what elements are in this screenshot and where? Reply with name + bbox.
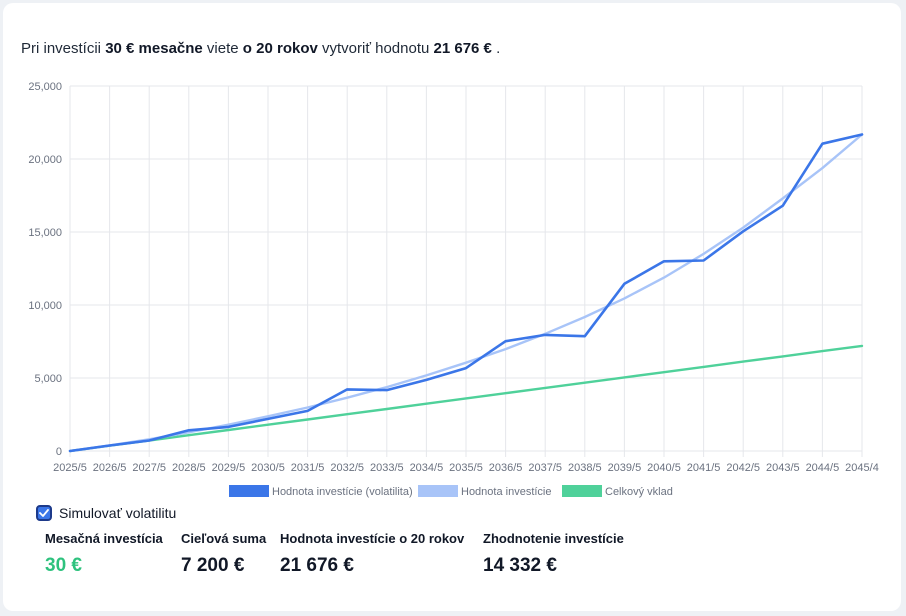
y-tick-label: 5,000 [34, 373, 62, 385]
x-tick-label: 2041/5 [687, 462, 721, 474]
x-tick-label: 2036/5 [489, 462, 523, 474]
legend-swatch [229, 485, 269, 497]
stat-label: Mesačná investícia [45, 531, 163, 546]
headline-monthly: 30 € mesačne [105, 40, 203, 57]
legend-item-1[interactable]: Hodnota investície [418, 485, 552, 498]
x-tick-label: 2026/5 [93, 462, 127, 474]
legend-label: Hodnota investície [461, 486, 552, 498]
x-tick-label: 2034/5 [410, 462, 444, 474]
simulate-volatility-label: Simulovať volatilitu [59, 505, 177, 521]
stat-value: 7 200 € [181, 555, 245, 576]
headline-period: o 20 rokov [242, 40, 318, 57]
stat-label: Cieľová suma [181, 531, 267, 546]
x-tick-label: 2044/5 [806, 462, 840, 474]
legend-label: Celkový vklad [605, 486, 673, 498]
series-line-2 [68, 344, 864, 453]
calculator-card [3, 3, 901, 611]
x-tick-label: 2032/5 [330, 462, 364, 474]
series-line-0 [68, 133, 864, 453]
legend-swatch [418, 485, 458, 497]
chart-axes: 0 5,000 10,000 15,000 20,000 25,000 2025/5 2026… [28, 81, 878, 474]
x-tick-label: 2038/5 [568, 462, 602, 474]
legend-swatch [562, 485, 602, 497]
x-tick-label: 2025/5 [53, 462, 87, 474]
stat-monthly-investment: Mesačná investícia 30 € [45, 531, 163, 577]
stat-label: Hodnota investície o 20 rokov [280, 531, 465, 546]
headline-prefix: Pri investícii [21, 40, 106, 57]
y-tick-label: 15,000 [28, 227, 62, 239]
y-tick-label: 0 [56, 446, 62, 458]
x-tick-label: 2039/5 [608, 462, 642, 474]
x-tick-label: 2033/5 [370, 462, 404, 474]
x-tick-label: 2037/5 [528, 462, 562, 474]
stat-value: 30 € [45, 555, 82, 576]
investment-chart: 0 5,000 10,000 15,000 20,000 25,000 2025/5 2026… [28, 81, 878, 498]
stat-value: 14 332 € [483, 555, 557, 576]
y-tick-label: 25,000 [28, 81, 62, 93]
legend-label: Hodnota investície (volatilita) [272, 486, 413, 498]
chart-legend[interactable]: Hodnota investície (volatilita) Hodnota i… [229, 485, 673, 498]
x-tick-label: 2035/5 [449, 462, 483, 474]
stat-target-sum: Cieľová suma 7 200 € [181, 531, 266, 577]
stat-appreciation: Zhodnotenie investície 14 332 € [483, 531, 624, 577]
chart-series [68, 133, 864, 453]
checkmark-icon [39, 509, 49, 517]
chart-grid [69, 85, 863, 457]
legend-item-2[interactable]: Celkový vklad [562, 485, 673, 498]
x-tick-label: 2040/5 [647, 462, 681, 474]
headline-mid1: viete [202, 40, 243, 57]
x-tick-label: 2042/5 [726, 462, 760, 474]
y-tick-label: 20,000 [28, 154, 62, 166]
simulate-volatility-toggle[interactable]: Simulovať volatilitu [36, 505, 176, 521]
headline: Pri investícii 30 € mesačne viete o 20 r… [21, 40, 500, 57]
headline-total: 21 676 € [433, 40, 492, 57]
x-tick-label: 2027/5 [132, 462, 166, 474]
legend-item-0[interactable]: Hodnota investície (volatilita) [229, 485, 413, 498]
simulate-volatility-checkbox[interactable] [36, 505, 52, 521]
y-tick-label: 10,000 [28, 300, 62, 312]
x-tick-label: 2043/5 [766, 462, 800, 474]
headline-mid2: vytvoriť hodnotu [317, 40, 434, 57]
x-tick-label: 2029/5 [212, 462, 246, 474]
x-tick-label: 2030/5 [251, 462, 285, 474]
x-tick-label: 2031/5 [291, 462, 325, 474]
summary-stats: Mesačná investícia 30 € Cieľová suma 7 2… [0, 531, 906, 581]
stat-investment-value: Hodnota investície o 20 rokov 21 676 € [280, 531, 464, 577]
headline-suffix: . [491, 40, 501, 57]
stat-label: Zhodnotenie investície [483, 531, 624, 546]
x-tick-label: 2045/4 [845, 462, 879, 474]
x-tick-label: 2028/5 [172, 462, 206, 474]
stat-value: 21 676 € [280, 555, 354, 576]
